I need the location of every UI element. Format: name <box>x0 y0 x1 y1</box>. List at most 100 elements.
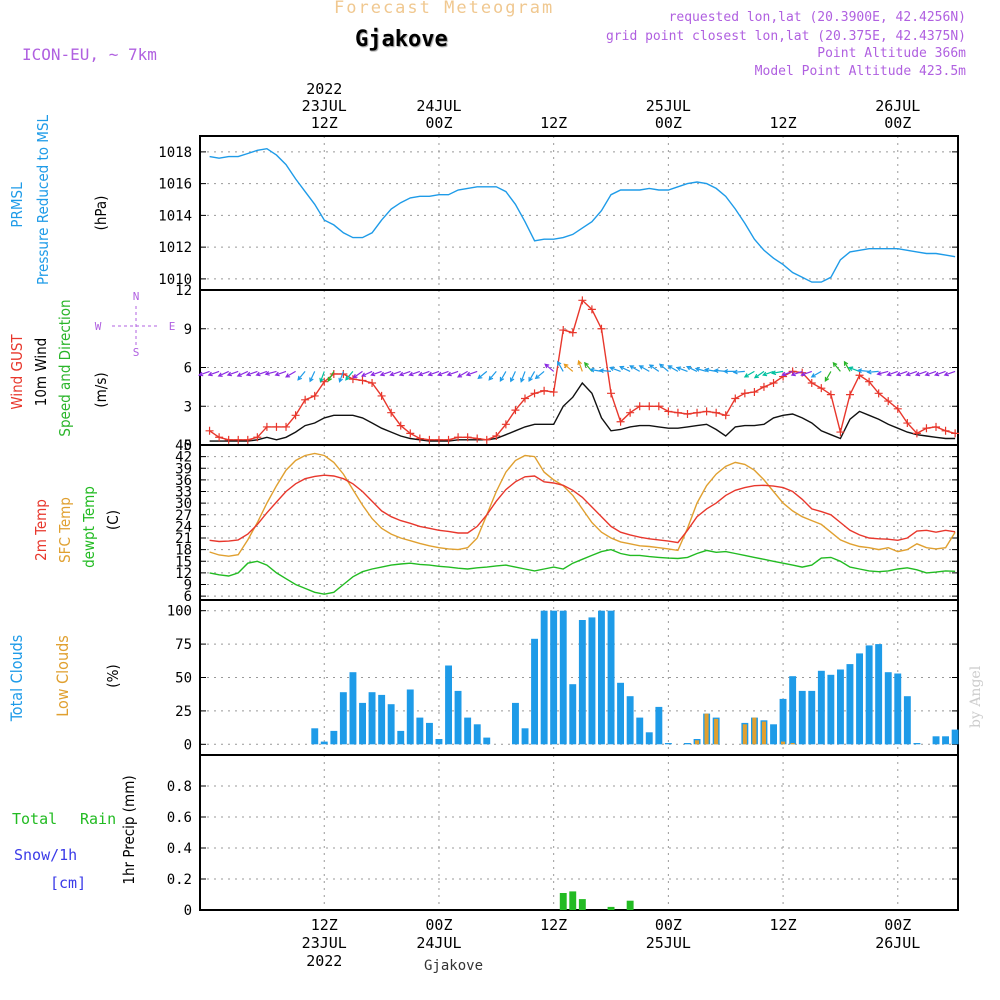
wind-direction-arrow <box>658 363 669 372</box>
compass-east: E <box>169 320 176 333</box>
gust-marker <box>463 433 472 442</box>
wind-direction-arrow <box>408 370 421 377</box>
gust-axis-label: Wind GUST <box>8 334 26 410</box>
total-cloud-bar <box>798 690 806 745</box>
low-cloud-bar <box>752 717 757 745</box>
total-cloud-bar <box>406 689 414 745</box>
y-tick-label: 12 <box>175 283 192 299</box>
total-cloud-bar <box>464 717 472 745</box>
sfc-temp-line <box>209 452 956 557</box>
gust-marker <box>587 305 596 314</box>
gust-marker <box>740 389 749 398</box>
top-time-label: 00Z <box>655 114 682 132</box>
y-tick-label: 6 <box>184 361 192 377</box>
wind-direction-arrow <box>534 370 545 380</box>
t2m-line <box>209 474 956 544</box>
wind-direction-arrow <box>297 371 306 381</box>
gust-marker <box>301 395 310 404</box>
top-time-label: 12Z <box>540 114 567 132</box>
total-cloud-bar <box>913 743 921 745</box>
total-cloud-bar <box>684 743 691 745</box>
total-cloud-bar <box>426 722 433 745</box>
gust-marker <box>664 407 673 416</box>
total-cloud-bar <box>951 729 959 745</box>
total-cloud-bar <box>368 692 376 745</box>
celsius-unit-label: (C) <box>104 510 122 530</box>
rain-bar <box>607 906 615 910</box>
gust-marker <box>377 391 386 400</box>
total-cloud-bar <box>903 696 911 745</box>
wind-direction-arrow <box>437 370 449 377</box>
y-tick-label: 1010 <box>158 272 192 288</box>
y-tick-label: 0 <box>184 438 192 454</box>
gust-marker <box>893 404 902 413</box>
gust-marker <box>836 428 845 437</box>
gust-marker <box>282 422 291 431</box>
wind-direction-arrow <box>790 370 803 377</box>
wind-direction-arrow <box>457 370 468 378</box>
gust-marker <box>635 402 644 411</box>
low-cloud-bar <box>761 721 766 745</box>
top-time-label: 00Z <box>425 114 452 132</box>
gust-marker <box>444 435 453 444</box>
wind-direction-arrow <box>319 371 325 383</box>
point-altitude: Point Altitude 366m <box>817 46 966 61</box>
total-cloud-bar <box>884 672 892 745</box>
wind-direction-arrow <box>629 365 641 372</box>
gust-marker <box>406 429 415 438</box>
wind-direction-arrow <box>895 370 908 377</box>
total-cloud-bar <box>387 704 395 745</box>
total-cloud-bar <box>607 610 615 745</box>
t2m-axis-label: 2m Temp <box>32 499 50 561</box>
gust-marker <box>224 435 233 444</box>
wind-direction-arrow <box>824 371 832 382</box>
gust-marker <box>884 397 893 406</box>
total-cloud-bar <box>942 736 949 745</box>
gust-marker <box>759 382 768 391</box>
bottom-time-label: 25JUL <box>646 934 691 952</box>
total-cloud-bar <box>655 706 663 745</box>
pressure-axis-label: Pressure Reduced to MSL <box>34 114 52 285</box>
rain-bar <box>569 891 577 910</box>
wind-axis-label: 10m Wind <box>32 338 50 407</box>
total-cloud-bar <box>645 732 653 745</box>
gust-marker <box>616 417 625 426</box>
snow-label: Snow/1h <box>14 846 77 864</box>
wind-direction-arrow <box>309 371 316 383</box>
gust-marker <box>817 384 826 393</box>
gust-marker <box>941 426 950 435</box>
wind-direction-arrow <box>255 370 268 377</box>
gust-marker <box>607 389 616 398</box>
total-cloud-bar <box>770 724 777 745</box>
total-cloud-bar <box>779 698 787 745</box>
wind-direction-arrow <box>832 361 841 372</box>
gust-marker <box>702 407 711 416</box>
gust-marker <box>396 421 405 430</box>
rain-bar <box>578 899 586 910</box>
wind-direction-arrow <box>465 370 478 377</box>
gust-marker <box>769 379 778 387</box>
gust-marker <box>903 419 912 428</box>
y-tick-label: 50 <box>175 671 192 687</box>
top-time-label: 00Z <box>884 114 911 132</box>
total-cloud-bar <box>550 610 558 745</box>
low-clouds-axis-label: Low Clouds <box>53 635 72 717</box>
gust-marker <box>626 408 635 417</box>
total-cloud-bar <box>531 638 538 745</box>
gust-marker <box>693 408 702 417</box>
bottom-time-label: 00Z <box>655 916 682 934</box>
wind-direction-arrow <box>589 367 602 373</box>
top-time-label: 24JUL <box>416 97 461 115</box>
wind-direction-arrow <box>198 370 210 377</box>
gust-marker <box>205 426 214 435</box>
gust-marker <box>922 424 931 433</box>
y-tick-label: 30 <box>175 496 192 512</box>
model-altitude: Model Point Altitude 423.5m <box>754 64 966 79</box>
total-label: Total <box>12 810 57 828</box>
low-cloud-bar <box>781 741 786 745</box>
y-tick-label: 12 <box>175 566 192 582</box>
y-tick-label: 0.6 <box>167 810 192 826</box>
gust-marker <box>415 434 424 443</box>
gust-marker <box>549 388 558 397</box>
wind-direction-arrow <box>762 370 774 377</box>
